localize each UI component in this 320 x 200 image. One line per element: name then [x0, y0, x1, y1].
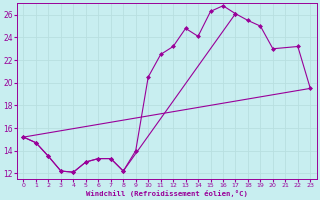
X-axis label: Windchill (Refroidissement éolien,°C): Windchill (Refroidissement éolien,°C) [86, 190, 248, 197]
